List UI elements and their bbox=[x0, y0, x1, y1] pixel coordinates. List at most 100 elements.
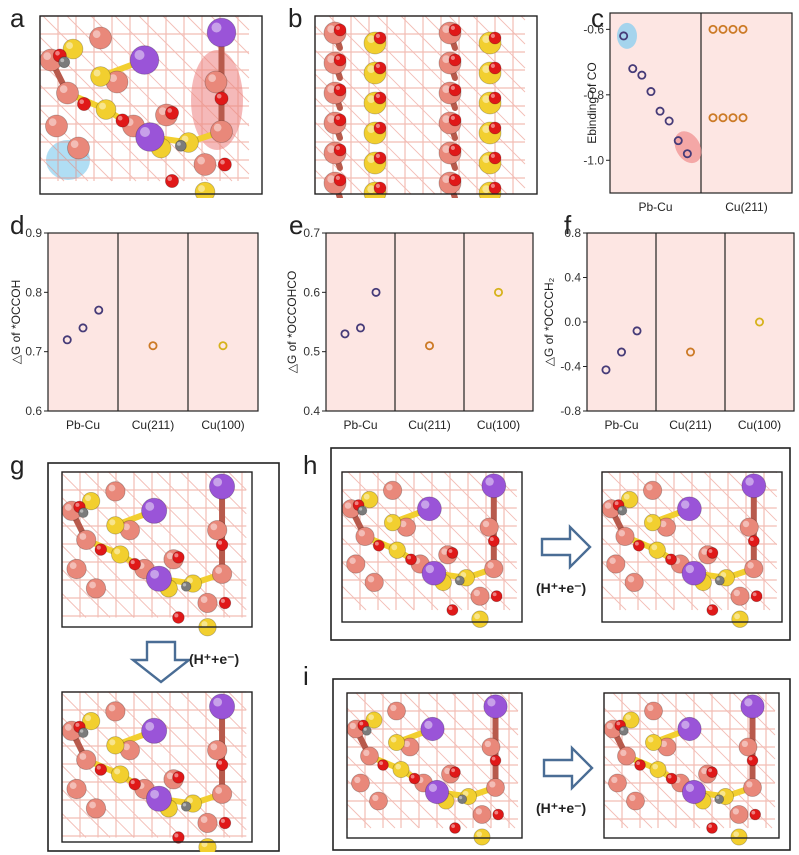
lead-atom bbox=[141, 717, 168, 744]
copper-atom bbox=[346, 554, 366, 574]
lead-atom bbox=[424, 779, 450, 805]
data-point bbox=[646, 87, 656, 97]
panel-h-frame bbox=[330, 447, 791, 641]
oxygen-atom bbox=[373, 121, 387, 135]
panel-frame bbox=[47, 462, 280, 852]
copper-atom bbox=[608, 773, 627, 793]
copper-atom bbox=[66, 558, 87, 580]
data-point bbox=[718, 113, 728, 123]
copper-atom bbox=[211, 563, 233, 584]
copper-atom bbox=[615, 526, 635, 547]
y-tick-label: -0.8 bbox=[583, 88, 604, 102]
cell-outline bbox=[314, 15, 538, 195]
oxygen-atom bbox=[373, 61, 387, 75]
oxygen-atom bbox=[372, 539, 385, 552]
copper-atom bbox=[624, 572, 644, 592]
x-category-label: Cu(100) bbox=[201, 418, 244, 432]
panel-label-i: i bbox=[303, 661, 309, 691]
copper-atom bbox=[382, 480, 403, 501]
copper-atom bbox=[105, 481, 126, 502]
y-tick-label: 0.6 bbox=[303, 285, 320, 299]
panel-frame bbox=[330, 447, 791, 641]
cell-outline bbox=[61, 691, 253, 843]
y-axis-label: Ebinding of CO bbox=[585, 62, 599, 143]
copper-atom bbox=[606, 554, 626, 574]
reaction-arrow bbox=[542, 745, 594, 791]
copper-atom bbox=[197, 592, 218, 614]
oxygen-atom bbox=[449, 766, 461, 778]
y-tick-label: 0.4 bbox=[564, 271, 581, 285]
oxygen-atom bbox=[488, 121, 502, 135]
oxygen-atom bbox=[215, 538, 229, 551]
lead-atom bbox=[135, 122, 165, 152]
oxygen-atom bbox=[373, 181, 387, 195]
oxygen-atom bbox=[448, 143, 462, 157]
carbon-atom bbox=[457, 794, 468, 805]
oxygen-atom bbox=[490, 590, 503, 603]
copper-atom bbox=[66, 778, 87, 800]
data-point bbox=[728, 24, 738, 34]
copper-atom bbox=[85, 578, 107, 599]
oxygen-atom bbox=[172, 611, 185, 624]
y-axis-label: △G of *OCCOH bbox=[9, 280, 23, 365]
lead-atom bbox=[145, 785, 173, 812]
cell-outline bbox=[39, 15, 263, 195]
copper-atom bbox=[743, 778, 762, 797]
copper-atom bbox=[204, 70, 228, 94]
copper-atom bbox=[470, 586, 490, 606]
y-tick-label: 0.8 bbox=[25, 285, 42, 299]
data-point bbox=[738, 113, 748, 123]
carbon-atom bbox=[454, 575, 465, 586]
data-point bbox=[424, 341, 434, 351]
copper-atom bbox=[729, 805, 749, 824]
oxygen-atom bbox=[448, 113, 462, 127]
lead-atom bbox=[209, 693, 236, 720]
reaction-label-h: (H⁺+e⁻) bbox=[536, 580, 587, 596]
oxygen-atom bbox=[172, 831, 185, 844]
cell-outline bbox=[346, 692, 523, 839]
sulfur-atom bbox=[392, 761, 410, 779]
oxygen-atom bbox=[665, 772, 678, 785]
lead-atom bbox=[681, 779, 707, 805]
sulfur-atom bbox=[388, 734, 406, 752]
data-point bbox=[148, 341, 158, 351]
lead-atom bbox=[740, 694, 765, 719]
chart-d: 0.6 0.7 0.8 0.9 △G of *OCCOH Pb-Cu Cu(211) Cu(1… bbox=[9, 226, 259, 432]
reaction-arrow bbox=[540, 524, 592, 570]
oxygen-atom bbox=[449, 822, 461, 834]
copper-atom bbox=[119, 520, 141, 541]
panel-label-g: g bbox=[10, 450, 25, 480]
carbon-atom bbox=[180, 801, 192, 812]
sulfur-atom bbox=[111, 545, 130, 564]
data-point bbox=[94, 305, 104, 315]
carbon-atom bbox=[180, 581, 192, 592]
panel-label-a: a bbox=[10, 3, 25, 33]
oxygen-atom bbox=[128, 777, 141, 791]
panel-label-b: b bbox=[288, 3, 303, 33]
oxygen-atom bbox=[164, 173, 179, 188]
copper-atom bbox=[105, 70, 129, 94]
data-point bbox=[738, 24, 748, 34]
oxygen-atom bbox=[333, 83, 347, 97]
lead-atom bbox=[206, 17, 237, 48]
carbon-atom bbox=[58, 56, 71, 69]
sulfur-atom bbox=[388, 541, 406, 559]
oxygen-atom bbox=[488, 151, 502, 165]
oxygen-atom bbox=[215, 758, 229, 771]
sulfur-atom bbox=[383, 513, 402, 532]
panel-label-d: d bbox=[10, 210, 25, 240]
panel-g-frame bbox=[47, 462, 280, 852]
oxygen-atom bbox=[446, 604, 459, 616]
oxygen-atom bbox=[333, 23, 347, 37]
oxygen-atom bbox=[448, 83, 462, 97]
sulfur-atom bbox=[473, 828, 491, 846]
y-axis-label: △G of *OCCOHCO bbox=[285, 271, 299, 374]
sulfur-atom bbox=[730, 828, 748, 846]
copper-atom bbox=[730, 586, 750, 606]
chart-f: -0.8 -0.4 0.0 0.4 0.8 △G of *OCCCH₂ Pb-Cu Cu(21… bbox=[542, 226, 795, 432]
copper-atom bbox=[642, 480, 663, 501]
oxygen-atom bbox=[665, 553, 677, 566]
copper-atom bbox=[387, 701, 406, 721]
y-tick-label: -1.0 bbox=[583, 153, 604, 167]
copper-atom bbox=[739, 517, 759, 537]
